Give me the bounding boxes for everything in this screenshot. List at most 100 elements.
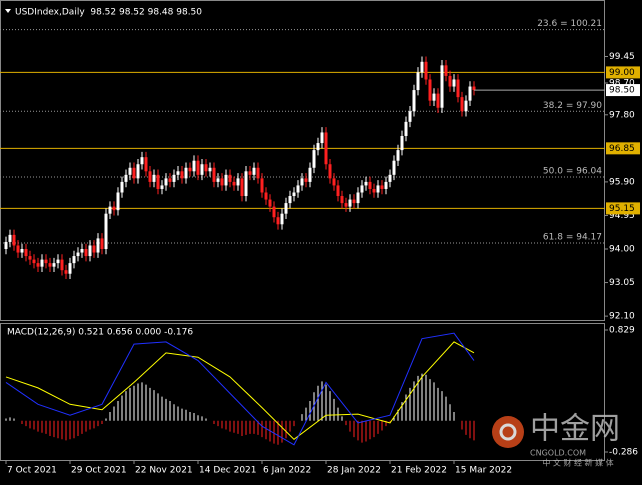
- candle-body: [340, 196, 344, 204]
- candle-body: [60, 259, 64, 271]
- candle-body: [180, 171, 184, 179]
- y-tick-label: 93.05: [609, 278, 635, 288]
- candle-body: [388, 174, 392, 182]
- last-price-box: [606, 84, 640, 97]
- y-tick-label: 99.45: [609, 52, 635, 62]
- candle-body: [56, 259, 60, 264]
- candle-body: [348, 199, 352, 207]
- candle-body: [360, 185, 364, 193]
- candle-body: [260, 178, 264, 193]
- x-tick-label: 29 Oct 2021: [71, 466, 127, 476]
- candle-body: [116, 192, 120, 211]
- watermark-tagline: 中 文 财 经 新 媒 体: [542, 458, 613, 468]
- level-box: [606, 142, 640, 155]
- candle-body: [84, 249, 88, 257]
- candle-body: [144, 157, 148, 172]
- candle-body: [300, 178, 304, 186]
- candle-body: [20, 249, 24, 253]
- y-tick-label: 98.70: [609, 79, 635, 89]
- candle-body: [436, 93, 440, 108]
- fib-label: 61.8 = 94.17: [543, 233, 602, 243]
- watermark-name: 中金网: [530, 412, 620, 447]
- candle-body: [156, 174, 160, 189]
- logo-mark: [499, 423, 517, 441]
- fib-label: 50.0 = 96.04: [543, 166, 602, 176]
- candle-body: [456, 79, 460, 98]
- candle-body: [280, 213, 284, 225]
- candle-body: [224, 174, 228, 186]
- candle-body: [412, 90, 416, 112]
- candle-body: [148, 171, 152, 182]
- candle-body: [124, 174, 128, 182]
- candle-body: [52, 263, 56, 267]
- candle-body: [128, 167, 132, 175]
- candle-body: [104, 213, 108, 250]
- candle-body: [276, 217, 280, 225]
- candle-body: [72, 256, 76, 264]
- candle-body: [324, 132, 328, 165]
- candle-body: [192, 160, 196, 172]
- candle-body: [312, 150, 316, 168]
- candle-body: [184, 167, 188, 179]
- candle-body: [380, 185, 384, 189]
- candle-body: [136, 164, 140, 179]
- x-tick-label: 22 Nov 2021: [135, 466, 193, 476]
- candle-body: [352, 199, 356, 204]
- macd-line: [5, 341, 475, 440]
- candle-body: [444, 65, 448, 76]
- candle-body: [12, 234, 16, 246]
- candle-body: [468, 86, 472, 101]
- fib-label: 38.2 = 97.90: [543, 101, 602, 111]
- y-tick-label: 97.80: [609, 110, 635, 120]
- candle-body: [264, 192, 268, 200]
- watermark-site: CNGOLD.COM: [530, 449, 586, 458]
- candle-body: [228, 174, 232, 182]
- candle-body: [152, 174, 156, 182]
- chart-title: USDIndex,Daily 98.52 98.52 98.48 98.50: [15, 8, 202, 18]
- candle-body: [252, 167, 256, 175]
- candle-body: [364, 181, 368, 186]
- candle-body: [392, 160, 396, 175]
- candle-body: [296, 185, 300, 193]
- candle-body: [172, 174, 176, 182]
- macd-line: [5, 332, 475, 446]
- candle-body: [188, 167, 192, 172]
- candle-body: [176, 171, 180, 175]
- candle-body: [356, 192, 360, 204]
- candle-body: [80, 249, 84, 253]
- candle-body: [304, 178, 308, 182]
- y-tick-label: -0.286: [609, 448, 638, 458]
- candle-body: [168, 178, 172, 182]
- candle-body: [440, 65, 444, 108]
- x-tick-label: 6 Jan 2022: [263, 466, 311, 476]
- logo: [492, 416, 524, 448]
- candle-body: [160, 185, 164, 189]
- candle-body: [212, 167, 216, 182]
- candle-body: [24, 249, 28, 257]
- candle-body: [344, 203, 348, 207]
- candle-body: [268, 199, 272, 207]
- candle-body: [132, 167, 136, 179]
- price-panel: [0, 0, 605, 321]
- candle-body: [372, 188, 376, 193]
- collapse-icon[interactable]: [5, 9, 11, 13]
- candle-body: [396, 150, 400, 161]
- candle-body: [464, 100, 468, 112]
- candle-body: [384, 181, 388, 189]
- x-tick-label: 7 Oct 2021: [7, 466, 57, 476]
- candle-body: [36, 263, 40, 267]
- candle-body: [424, 61, 428, 80]
- candle-body: [140, 157, 144, 165]
- candle-body: [164, 178, 168, 186]
- candle-body: [216, 178, 220, 182]
- candle-body: [40, 259, 44, 267]
- x-tick-label: 15 Mar 2022: [455, 466, 512, 476]
- candle-body: [328, 164, 332, 179]
- candle-body: [4, 241, 8, 250]
- fib-label: 23.6 = 100.21: [537, 19, 602, 29]
- candle-body: [48, 263, 52, 267]
- y-tick-label: 0.829: [609, 326, 635, 336]
- candle-body: [204, 164, 208, 172]
- candle-body: [400, 135, 404, 151]
